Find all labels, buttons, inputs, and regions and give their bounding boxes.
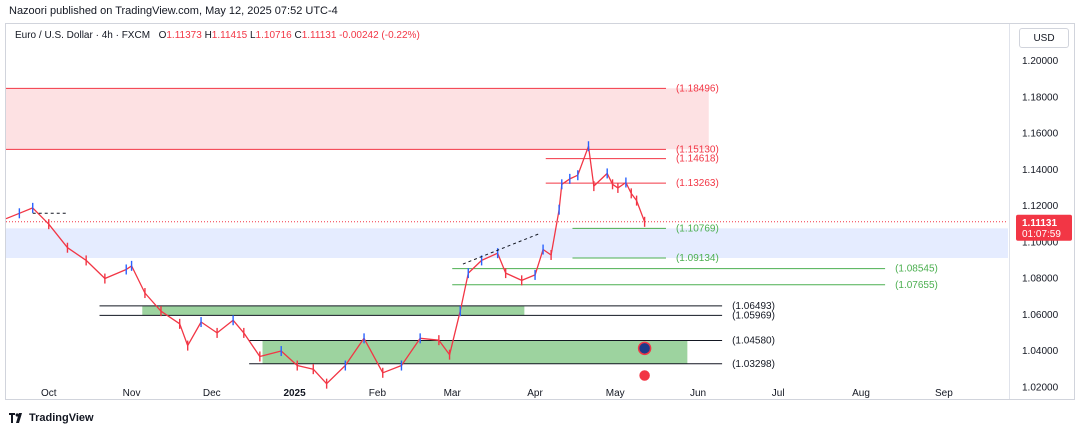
y-tick-label: 1.18000 <box>1022 92 1059 103</box>
level-label: (1.03298) <box>732 359 775 370</box>
level-label: (1.04580) <box>732 336 775 347</box>
chart-frame <box>5 23 1075 400</box>
green-zone-upper <box>142 305 525 316</box>
y-tick-label: 1.20000 <box>1022 56 1059 67</box>
x-tick-label: 2025 <box>283 388 306 399</box>
x-tick-label: Jun <box>690 388 706 399</box>
green-zone-lower <box>262 340 688 364</box>
x-tick-label: Feb <box>369 388 387 399</box>
close-value: 1.11131 <box>301 30 337 41</box>
level-label: (1.05969) <box>732 310 775 321</box>
x-tick-label: Jul <box>772 388 785 399</box>
x-tick-label: Mar <box>444 388 462 399</box>
footer-brand: TradingView <box>29 412 94 424</box>
high-label: H <box>204 30 212 41</box>
y-tick-label: 1.06000 <box>1022 310 1059 321</box>
open-label: O <box>158 30 167 41</box>
y-tick-label: 1.04000 <box>1022 346 1059 357</box>
level-label: (1.09134) <box>676 253 719 264</box>
red-zone <box>6 88 709 150</box>
blue-zone <box>6 228 1008 258</box>
symbol-line: Euro / U.S. Dollar · 4h · FXCM <box>15 30 151 41</box>
x-tick-label: Nov <box>123 388 141 399</box>
open-value: 1.11373 <box>166 30 202 41</box>
y-tick-label: 1.08000 <box>1022 274 1059 285</box>
y-tick-label: 1.12000 <box>1022 201 1059 212</box>
symbol-ohlc-legend: Euro / U.S. Dollar · 4h · FXCM O1.11373 … <box>15 30 420 41</box>
trend-line <box>462 232 541 265</box>
y-tick-label: 1.10000 <box>1022 237 1059 248</box>
price-axis-separator <box>1009 24 1010 399</box>
x-tick-label: Sep <box>935 388 953 399</box>
level-label: (1.06493) <box>732 301 775 312</box>
level-label: (1.08545) <box>895 264 938 275</box>
level-label: (1.10769) <box>676 223 719 234</box>
low-value: 1.10716 <box>255 30 292 41</box>
y-tick-label: 1.02000 <box>1022 382 1059 393</box>
x-tick-label: Aug <box>852 388 870 399</box>
level-label: (1.07655) <box>895 280 938 291</box>
x-tick-label: May <box>606 388 625 399</box>
eu-flag-icon <box>637 341 652 356</box>
level-label: (1.14618) <box>676 154 719 165</box>
low-label: L <box>249 30 256 41</box>
us-flag-icon <box>637 368 652 383</box>
x-tick-label: Apr <box>527 388 543 399</box>
footer: TradingView <box>9 412 94 424</box>
publisher-line: Nazoori published on TradingView.com, Ma… <box>9 5 338 17</box>
y-tick-label: 1.16000 <box>1022 129 1059 140</box>
level-label: (1.15130) <box>676 144 719 155</box>
current-price-label: 1.11131 <box>1022 218 1057 229</box>
level-label: (1.13263) <box>676 178 719 189</box>
tradingview-logo-icon <box>9 413 25 423</box>
current-price-tag <box>1016 214 1072 241</box>
level-label: (1.18496) <box>676 83 719 94</box>
x-tick-label: Dec <box>203 388 221 399</box>
y-tick-label: 1.14000 <box>1022 165 1059 176</box>
change-value: -0.00242 (-0.22%) <box>339 30 420 41</box>
close-label: C <box>294 30 302 41</box>
high-value: 1.11415 <box>211 30 248 41</box>
currency-button[interactable]: USD <box>1019 28 1069 48</box>
x-tick-label: Oct <box>41 388 57 399</box>
countdown-label: 01:07:59 <box>1022 229 1061 240</box>
